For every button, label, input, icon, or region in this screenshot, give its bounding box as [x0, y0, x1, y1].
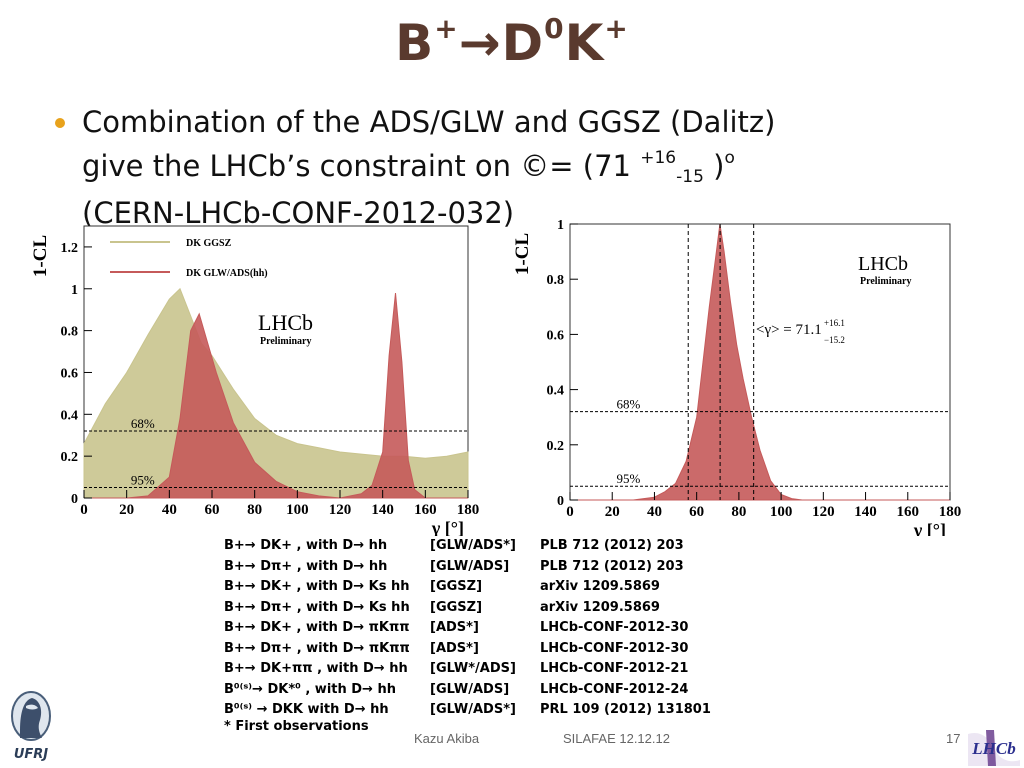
- cl-label: 95%: [616, 471, 640, 486]
- reference-method: [GLW/ADS]: [430, 558, 510, 574]
- preliminary-label: Preliminary: [260, 336, 311, 347]
- y-tick-label: 0.8: [61, 325, 79, 340]
- footnote: * First observations: [224, 719, 369, 734]
- x-tick-label: 40: [647, 504, 662, 520]
- x-tick-label: 140: [854, 504, 877, 520]
- reference-method: [GLW*/ADS]: [430, 661, 516, 676]
- y-tick-label: 0.4: [547, 384, 565, 399]
- cl-label: 68%: [131, 416, 155, 431]
- chart-right: 68% 95% 0 20 40 60 80 100 120 140 160 180 0 0.2 0.4 0.6…: [512, 218, 962, 536]
- x-tick-label: 80: [247, 502, 262, 518]
- x-tick-label: 120: [329, 502, 352, 518]
- bullet-line-3: (CERN-LHCb-CONF-2012-032): [82, 196, 515, 230]
- footer-author: Kazu Akiba: [414, 731, 480, 746]
- y-axis-label: 1-CL: [512, 233, 533, 275]
- reference-process: B⁰⁽ˢ⁾→ DK*⁰ , with D→ hh: [224, 681, 396, 697]
- reference-method: [GGSZ]: [430, 599, 483, 615]
- series-area-1: [84, 292, 468, 499]
- x-tick-label: 60: [689, 504, 704, 520]
- cl-label: 68%: [616, 397, 640, 412]
- y-tick-label: 0.6: [61, 366, 79, 381]
- page-number: 17: [946, 731, 961, 746]
- x-axis-label: γ [°]: [913, 520, 946, 536]
- y-tick-label: 1: [557, 218, 564, 233]
- lhcb-logo: LHCb: [966, 728, 1022, 766]
- preliminary-label: Preliminary: [860, 276, 911, 287]
- reference-method: [GGSZ]: [430, 579, 483, 594]
- x-tick-label: 120: [812, 504, 835, 520]
- reference-method: [GLW/ADS*]: [430, 538, 516, 553]
- y-tick-label: 0.2: [61, 450, 79, 465]
- x-tick-label: 0: [566, 504, 574, 520]
- legend-label: DK GGSZ: [186, 238, 232, 249]
- reference-process: B+→ Dπ+ , with D→ πKππ: [224, 640, 410, 656]
- reference-ref: PLB 712 (2012) 203: [540, 538, 684, 553]
- y-tick-label: 0.2: [547, 439, 565, 454]
- x-tick-label: 0: [80, 502, 88, 518]
- bullet-marker: [55, 118, 65, 128]
- reference-method: [GLW/ADS]: [430, 681, 510, 697]
- mean-annotation-sub: −15.2: [824, 335, 845, 345]
- y-tick-label: 1.2: [61, 241, 79, 256]
- x-tick-label: 160: [897, 504, 920, 520]
- mean-annotation: <γ> = 71.1: [756, 322, 822, 338]
- y-tick-label: 0: [557, 494, 564, 509]
- reference-process: B+→ Dπ+ , with D→ Ks hh: [224, 599, 410, 615]
- y-tick-label: 0: [71, 492, 78, 507]
- x-tick-label: 100: [770, 504, 793, 520]
- reference-ref: PRL 109 (2012) 131801: [540, 702, 711, 717]
- reference-ref: LHCb-CONF-2012-21: [540, 661, 689, 676]
- footer-event: SILAFAE 12.12.12: [563, 731, 670, 746]
- x-tick-label: 100: [286, 502, 309, 518]
- x-axis-label: γ [°]: [431, 518, 464, 536]
- reference-ref: PLB 712 (2012) 203: [540, 558, 684, 574]
- reference-ref: LHCb-CONF-2012-30: [540, 640, 689, 656]
- x-tick-label: 80: [731, 504, 746, 520]
- chart-left: 68% 95% 0 20 40 60 80 100 120 140 160 180 0 0.2 0.4 0.6…: [30, 225, 480, 536]
- reference-ref: arXiv 1209.5869: [540, 579, 660, 594]
- ufrj-logo: UFRJ: [11, 691, 51, 762]
- ufrj-logo-text: UFRJ: [14, 747, 48, 762]
- x-tick-label: 40: [162, 502, 177, 518]
- y-tick-label: 0.6: [547, 328, 565, 343]
- lhcb-watermark: LHCb: [858, 253, 908, 275]
- reference-process: B+→ Dπ+ , with D→ hh: [224, 558, 388, 574]
- reference-method: [ADS*]: [430, 620, 479, 635]
- reference-ref: LHCb-CONF-2012-24: [540, 681, 689, 697]
- x-tick-label: 180: [457, 502, 480, 518]
- y-axis-label: 1-CL: [30, 235, 51, 277]
- reference-process: B+→ DK+ , with D→ hh: [224, 538, 388, 553]
- bullet-line-1: Combination of the ADS/GLW and GGSZ (Dal…: [82, 105, 776, 139]
- reference-ref: arXiv 1209.5869: [540, 599, 660, 615]
- reference-ref: LHCb-CONF-2012-30: [540, 620, 689, 635]
- bullet-text: Combination of the ADS/GLW and GGSZ (Dal…: [82, 104, 902, 231]
- reference-process: B+→ DK+ , with D→ πKππ: [224, 620, 410, 635]
- reference-process: B+→ DK+ππ , with D→ hh: [224, 661, 408, 676]
- y-tick-label: 0.8: [547, 273, 565, 288]
- bullet-line-2: give the LHCb’s constraint on ©= (71 +16…: [82, 148, 735, 187]
- reference-method: [GLW/ADS*]: [430, 702, 516, 717]
- x-tick-label: 140: [371, 502, 394, 518]
- slide-title: B+→D0K+: [395, 12, 629, 72]
- reference-process: B⁰⁽ˢ⁾ → DKK with D→ hh: [224, 702, 389, 717]
- x-tick-label: 180: [939, 504, 962, 520]
- cl-label: 95%: [131, 473, 155, 488]
- x-tick-label: 160: [414, 502, 437, 518]
- x-tick-label: 20: [119, 502, 134, 518]
- lhcb-logo-text: LHCb: [971, 739, 1015, 758]
- lhcb-watermark: LHCb: [258, 310, 313, 335]
- mean-annotation-sup: +16.1: [824, 318, 845, 328]
- y-tick-label: 0.4: [61, 408, 79, 423]
- reference-process: B+→ DK+ , with D→ Ks hh: [224, 579, 410, 594]
- x-tick-label: 60: [205, 502, 220, 518]
- legend-label: DK GLW/ADS(hh): [186, 268, 268, 279]
- x-tick-label: 20: [605, 504, 620, 520]
- y-tick-label: 1: [71, 283, 78, 298]
- reference-method: [ADS*]: [430, 640, 479, 656]
